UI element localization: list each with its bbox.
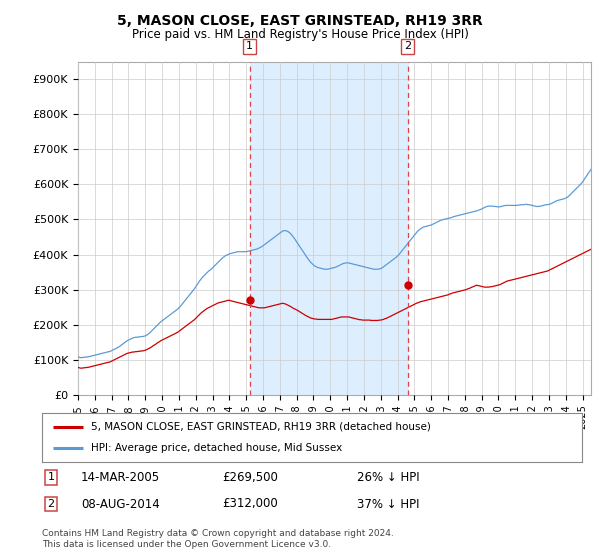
Text: 1: 1 (47, 472, 55, 482)
Text: 5, MASON CLOSE, EAST GRINSTEAD, RH19 3RR (detached house): 5, MASON CLOSE, EAST GRINSTEAD, RH19 3RR… (91, 422, 430, 432)
Text: 26% ↓ HPI: 26% ↓ HPI (357, 470, 419, 484)
Text: 37% ↓ HPI: 37% ↓ HPI (357, 497, 419, 511)
Text: £269,500: £269,500 (222, 470, 278, 484)
Text: 2: 2 (404, 41, 411, 52)
Text: Contains HM Land Registry data © Crown copyright and database right 2024.
This d: Contains HM Land Registry data © Crown c… (42, 529, 394, 549)
Text: Price paid vs. HM Land Registry's House Price Index (HPI): Price paid vs. HM Land Registry's House … (131, 28, 469, 41)
Text: HPI: Average price, detached house, Mid Sussex: HPI: Average price, detached house, Mid … (91, 443, 342, 453)
Text: 2: 2 (47, 499, 55, 509)
Text: 14-MAR-2005: 14-MAR-2005 (81, 470, 160, 484)
Text: 1: 1 (246, 41, 253, 52)
Bar (250, 62, 407, 395)
Text: £312,000: £312,000 (222, 497, 278, 511)
Text: 08-AUG-2014: 08-AUG-2014 (81, 497, 160, 511)
Text: 5, MASON CLOSE, EAST GRINSTEAD, RH19 3RR: 5, MASON CLOSE, EAST GRINSTEAD, RH19 3RR (117, 14, 483, 28)
